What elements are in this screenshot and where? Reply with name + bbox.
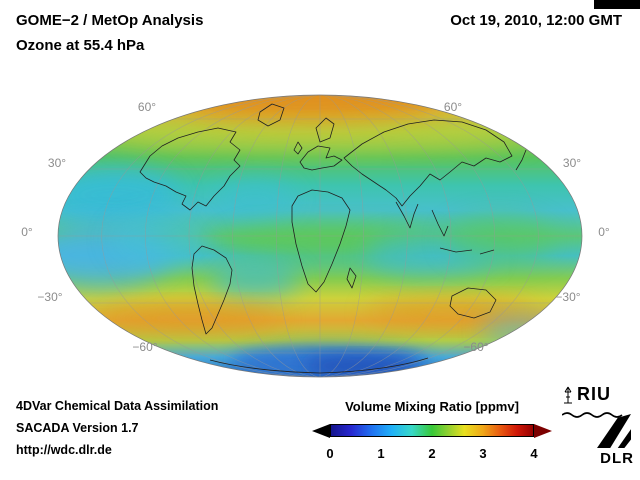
lat-label-60n-right: 60° <box>443 100 463 114</box>
page-subtitle: Ozone at 55.4 hPa <box>16 37 145 54</box>
colorbar-underflow-arrow <box>312 423 330 438</box>
colorbar-overflow-arrow <box>534 423 552 438</box>
colorbar-gradient <box>330 424 534 437</box>
credit-version: SACADA Version 1.7 <box>16 421 139 435</box>
lat-label-30s-left: −30° <box>37 290 63 304</box>
lat-label-60n-left: 60° <box>137 100 157 114</box>
colorbar <box>312 423 552 438</box>
ozone-field <box>58 95 582 377</box>
lat-label-60s-left: −60° <box>132 340 158 354</box>
lat-label-eq-left: 0° <box>21 225 33 239</box>
credit-url: http://wdc.dlr.de <box>16 443 112 457</box>
lat-label-eq-right: 0° <box>598 225 610 239</box>
riu-wave-icon <box>561 412 623 418</box>
colorbar-title: Volume Mixing Ratio [ppmv] <box>345 399 519 414</box>
coastlines <box>139 103 531 374</box>
lat-label-30n-left: 30° <box>47 156 67 170</box>
riu-logo-text: RIU <box>577 384 611 404</box>
dlr-logo: DLR <box>580 414 634 467</box>
map-outline <box>57 94 583 378</box>
colorbar-tick-1: 1 <box>377 446 385 461</box>
datetime-label: Oct 19, 2010, 12:00 GMT <box>450 12 622 29</box>
lat-label-30n-right: 30° <box>562 156 582 170</box>
colorbar-tick-2: 2 <box>428 446 436 461</box>
dlr-logo-text: DLR <box>600 450 634 467</box>
lat-label-30s-right: −30° <box>555 290 581 304</box>
riu-logo: RIU <box>561 384 632 423</box>
screen-corner-artifact <box>594 0 640 9</box>
credit-assimilation: 4DVar Chemical Data Assimilation <box>16 399 219 413</box>
lat-label-60s-right: −60° <box>463 340 489 354</box>
colorbar-tick-3: 3 <box>479 446 487 461</box>
dlr-bird-icon <box>597 414 631 448</box>
colorbar-tick-4: 4 <box>530 446 538 461</box>
colorbar-tick-0: 0 <box>326 446 334 461</box>
riu-tower-icon <box>564 386 572 403</box>
page-title: GOME−2 / MetOp Analysis <box>16 12 204 29</box>
